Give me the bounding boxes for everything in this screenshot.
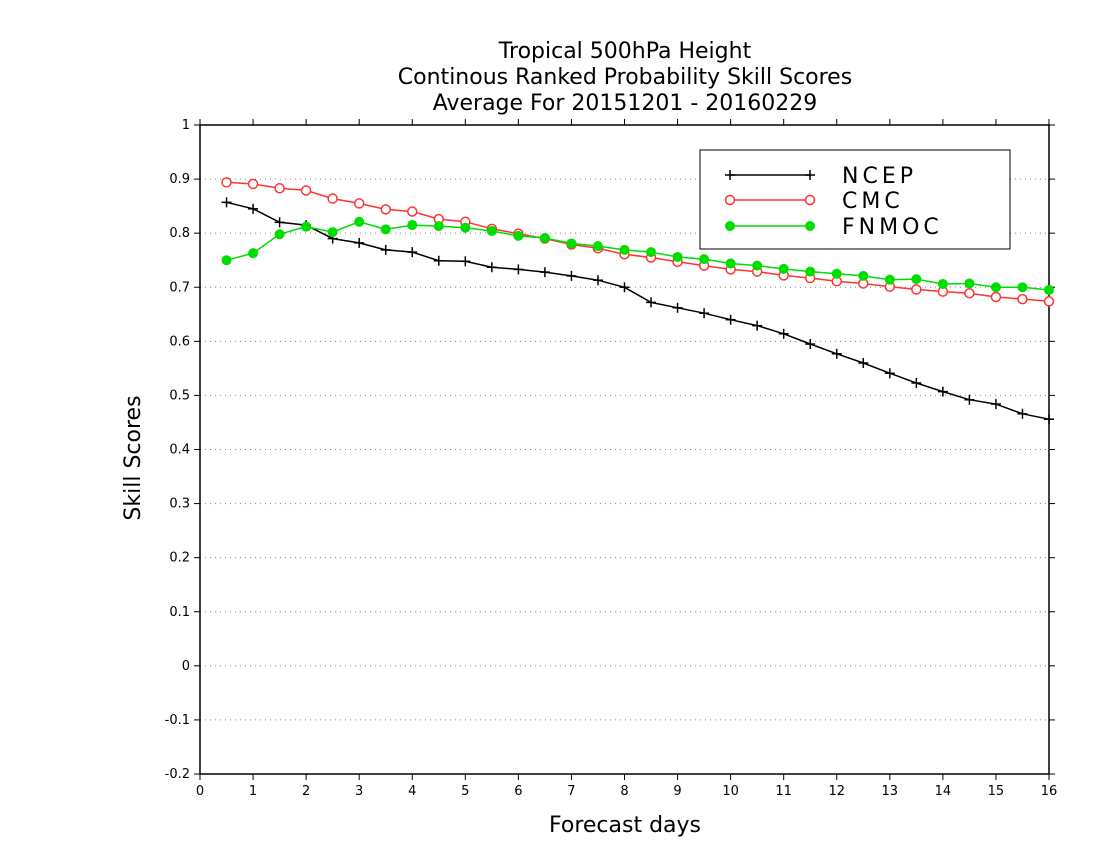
x-tick-label: 0 bbox=[196, 784, 204, 799]
data-point-fnmoc bbox=[221, 255, 232, 266]
x-axis-label: Forecast days bbox=[549, 813, 701, 838]
legend-marker-cmc bbox=[724, 194, 736, 206]
data-point-cmc bbox=[1043, 296, 1055, 307]
data-point-cmc bbox=[221, 177, 232, 188]
data-point-cmc bbox=[990, 291, 1002, 303]
data-point-fnmoc bbox=[513, 230, 524, 241]
legend-label-ncep: NCEP bbox=[842, 164, 917, 189]
data-point-fnmoc bbox=[460, 222, 471, 233]
data-point-cmc bbox=[327, 193, 338, 204]
data-point-fnmoc bbox=[380, 224, 391, 235]
x-tick-label: 5 bbox=[461, 784, 469, 799]
y-tick-label: 0.6 bbox=[169, 334, 190, 349]
data-point-fnmoc bbox=[699, 254, 710, 265]
legend-marker-fnmoc bbox=[805, 221, 815, 231]
y-tick-label: 0.1 bbox=[169, 605, 190, 620]
x-tick-label: 12 bbox=[828, 784, 845, 799]
data-point-fnmoc bbox=[805, 266, 816, 277]
y-tick-label: -0.1 bbox=[165, 713, 190, 728]
chart-title-line-2: Continous Ranked Probability Skill Score… bbox=[398, 65, 852, 90]
chart-title: Tropical 500hPa Height Continous Ranked … bbox=[398, 39, 852, 116]
x-tick-label: 16 bbox=[1041, 784, 1058, 799]
data-point-fnmoc bbox=[619, 244, 630, 255]
data-point-fnmoc bbox=[752, 260, 763, 271]
data-point-fnmoc bbox=[407, 220, 418, 231]
data-point-cmc bbox=[407, 206, 418, 217]
y-tick-label: 0.9 bbox=[169, 172, 190, 187]
y-tick-label: 0.8 bbox=[169, 226, 190, 241]
data-point-fnmoc bbox=[1017, 282, 1028, 293]
series-ncep bbox=[221, 197, 1054, 425]
data-point-cmc bbox=[964, 287, 975, 299]
data-point-fnmoc bbox=[354, 216, 365, 227]
data-point-fnmoc bbox=[592, 241, 603, 252]
x-tick-label: 4 bbox=[408, 784, 416, 799]
x-tick-label: 11 bbox=[775, 784, 792, 799]
data-point-fnmoc bbox=[539, 233, 550, 244]
data-point-cmc bbox=[247, 178, 259, 190]
x-tick-label: 9 bbox=[673, 784, 681, 799]
data-point-fnmoc bbox=[646, 247, 657, 258]
data-point-fnmoc bbox=[433, 221, 444, 232]
y-axis-label: Skill Scores bbox=[121, 395, 146, 520]
x-tick-label: 8 bbox=[620, 784, 628, 799]
data-point-cmc bbox=[274, 183, 285, 194]
chart-title-line-1: Tropical 500hPa Height bbox=[498, 39, 752, 64]
y-tick-label: 0.4 bbox=[169, 443, 190, 458]
data-point-fnmoc bbox=[964, 278, 975, 289]
x-tick-label: 15 bbox=[988, 784, 1005, 799]
data-point-fnmoc bbox=[778, 263, 789, 274]
y-tick-label: 0.7 bbox=[169, 280, 190, 295]
series-fnmoc bbox=[221, 216, 1054, 295]
data-point-fnmoc bbox=[937, 279, 948, 290]
x-axis-ticks: 0 1 2 3 4 5 6 7 8 9 10 11 12 13 14 15 16 bbox=[196, 119, 1057, 799]
data-series bbox=[221, 177, 1055, 425]
data-point-cmc bbox=[1017, 293, 1028, 305]
data-point-fnmoc bbox=[911, 274, 922, 285]
data-point-fnmoc bbox=[486, 226, 497, 237]
legend-marker-cmc bbox=[804, 194, 816, 206]
data-point-fnmoc bbox=[831, 268, 842, 279]
x-tick-label: 1 bbox=[249, 784, 257, 799]
data-point-cmc bbox=[300, 185, 312, 196]
y-tick-label: 1 bbox=[182, 118, 190, 133]
y-tick-label: -0.2 bbox=[165, 767, 190, 782]
data-point-cmc bbox=[353, 198, 365, 209]
y-tick-label: 0.2 bbox=[169, 551, 190, 566]
x-tick-label: 7 bbox=[567, 784, 575, 799]
series-line-ncep bbox=[226, 201, 1050, 420]
y-tick-label: 0 bbox=[182, 659, 190, 674]
legend-label-cmc: CMC bbox=[842, 189, 904, 214]
y-tick-label: 0.5 bbox=[169, 388, 190, 403]
x-tick-label: 13 bbox=[882, 784, 899, 799]
data-point-cmc bbox=[380, 204, 391, 215]
data-point-fnmoc bbox=[274, 229, 285, 240]
legend-marker-fnmoc bbox=[725, 221, 735, 231]
data-point-fnmoc bbox=[248, 248, 259, 259]
x-tick-label: 10 bbox=[722, 784, 739, 799]
data-point-fnmoc bbox=[1044, 284, 1054, 295]
data-point-fnmoc bbox=[327, 227, 338, 238]
x-tick-label: 2 bbox=[302, 784, 310, 799]
x-tick-label: 3 bbox=[355, 784, 363, 799]
data-point-fnmoc bbox=[858, 270, 869, 281]
data-point-fnmoc bbox=[566, 238, 577, 249]
data-point-fnmoc bbox=[990, 282, 1001, 293]
data-point-fnmoc bbox=[301, 221, 312, 232]
chart-title-line-3: Average For 20151201 - 20160229 bbox=[433, 91, 818, 116]
y-axis-ticks: -0.2 -0.1 0 0.1 0.2 0.3 0.4 0.5 0.6 0.7 0.8 0.9 1 bbox=[165, 118, 1055, 782]
data-point-fnmoc bbox=[884, 274, 895, 285]
legend-label-fnmoc: FNMOC bbox=[842, 215, 943, 240]
data-point-cmc bbox=[911, 284, 922, 295]
x-tick-label: 6 bbox=[514, 784, 522, 799]
data-point-fnmoc bbox=[672, 251, 683, 262]
data-point-fnmoc bbox=[725, 258, 736, 269]
y-tick-label: 0.3 bbox=[169, 497, 190, 512]
x-tick-label: 14 bbox=[935, 784, 952, 799]
